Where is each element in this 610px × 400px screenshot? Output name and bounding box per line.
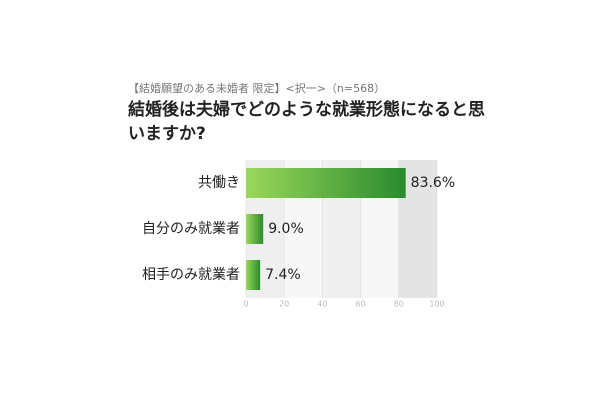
chart-subtitle: 【結婚願望のある未婚者 限定】<択一>（n=568） xyxy=(128,82,386,95)
x-tick-label: 60 xyxy=(356,300,366,309)
category-label: 自分のみ就業者 xyxy=(142,221,240,237)
value-label: 7.4% xyxy=(265,267,301,283)
value-label: 83.6% xyxy=(411,175,455,191)
category-label: 相手のみ就業者 xyxy=(142,267,240,283)
bar xyxy=(246,214,264,244)
chart-title: 結婚後は夫婦でどのような就業形態になると思いますか? xyxy=(128,100,485,144)
x-tick-label: 80 xyxy=(394,300,404,309)
bar xyxy=(246,260,261,290)
value-label: 9.0% xyxy=(268,221,304,237)
x-tick-label: 20 xyxy=(279,300,289,309)
category-label: 共働き xyxy=(198,175,240,191)
x-tick-label: 100 xyxy=(429,300,444,309)
x-tick-label: 40 xyxy=(317,300,327,309)
x-tick-label: 0 xyxy=(243,300,248,309)
bar xyxy=(246,168,406,198)
